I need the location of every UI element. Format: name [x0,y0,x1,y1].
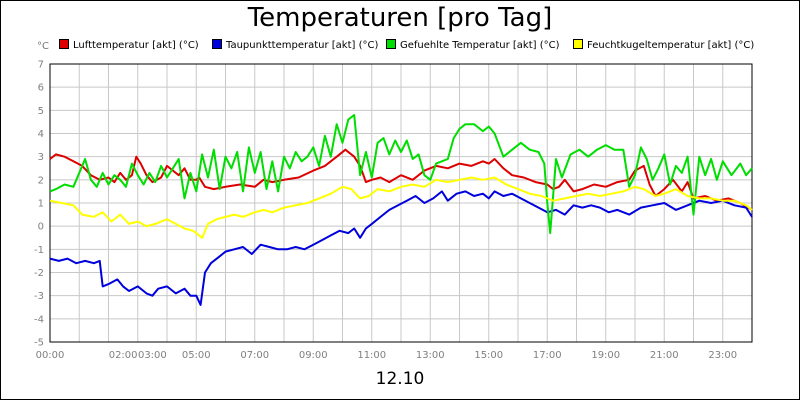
legend-swatch [573,39,583,49]
x-tick-label: 03:00 [138,350,167,361]
series-line-2 [49,114,753,235]
x-tick-label: 11:00 [357,350,386,361]
y-tick-label: 6 [38,83,44,94]
legend-item-feuchtkugeltemperatur: Feuchtkugeltemperatur [akt] (°C) [573,39,754,51]
y-tick-label: -2 [34,268,44,279]
legend: Lufttemperatur [akt] (°C) Taupunkttemper… [1,39,799,53]
y-axis-unit: °C [37,41,49,52]
y-tick-label: 4 [38,129,44,140]
x-tick-label: 02:00 [109,350,138,361]
x-tick-label: 13:00 [416,350,445,361]
legend-swatch [59,39,69,49]
y-tick-label: -5 [34,338,44,349]
legend-item-lufttemperatur: Lufttemperatur [akt] (°C) [59,39,199,51]
legend-swatch [212,39,222,49]
legend-label: Taupunkttemperatur [akt] (°C) [226,40,379,51]
y-tick-label: -3 [34,291,44,302]
legend-item-taupunkttemperatur: Taupunkttemperatur [akt] (°C) [212,39,378,51]
x-tick-label: 15:00 [474,350,503,361]
legend-label: Lufttemperatur [akt] (°C) [73,40,199,51]
series-line-0 [49,148,753,211]
legend-item-gefuehlte-temperatur: Gefuehlte Temperatur [akt] (°C) [386,39,559,51]
x-tick-label: 00:00 [36,350,65,361]
y-tick-label: -1 [34,245,44,256]
x-tick-label: 09:00 [299,350,328,361]
x-tick-label: 21:00 [650,350,679,361]
y-tick-label: -4 [34,314,44,325]
legend-swatch [386,39,396,49]
legend-label: Feuchtkugeltemperatur [akt] (°C) [587,40,755,51]
x-tick-label: 17:00 [533,350,562,361]
x-tick-label: 05:00 [182,350,211,361]
x-tick-label: 23:00 [708,350,737,361]
legend-label: Gefuehlte Temperatur [akt] (°C) [400,40,560,51]
x-tick-label: 19:00 [591,350,620,361]
y-tick-label: 7 [38,60,44,71]
series-line-1 [49,190,753,306]
x-axis-label: 12.10 [375,369,425,389]
plot-border [49,63,753,343]
series-line-3 [49,176,753,239]
chart-title: Temperaturen [pro Tag] [247,3,553,33]
y-tick-label: 0 [38,222,44,233]
y-tick-label: 1 [38,199,44,210]
y-tick-label: 5 [38,106,44,117]
y-tick-label: 2 [38,175,44,186]
y-tick-label: 3 [38,152,44,163]
x-tick-label: 07:00 [240,350,269,361]
